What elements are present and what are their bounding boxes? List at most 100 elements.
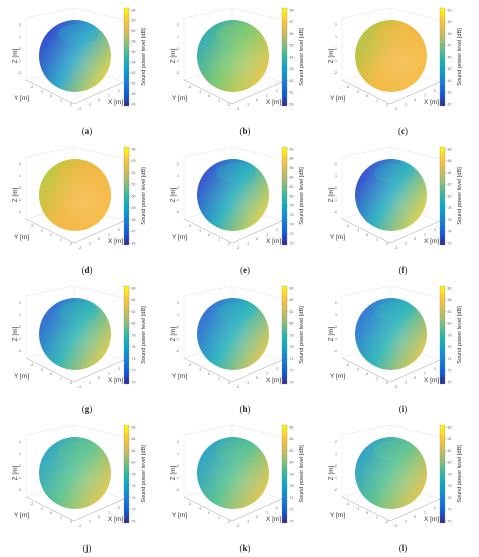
colorbar-tick-label: 46 xyxy=(448,55,452,59)
x-tick-label: -2 xyxy=(78,385,81,389)
x-tick-label: 1 xyxy=(266,94,268,98)
panel-0: 2 1 0 -1 -2 -2 -1 0 1 2 -2 -1 0 1 2 Z [m] Y [m] X [m] 64 62… xyxy=(12,4,162,140)
colorbar-tick-label: 70 xyxy=(132,380,136,384)
colorbar-tick-label: 54 xyxy=(290,55,294,59)
colorbar-tick-label: 52 xyxy=(290,79,294,83)
y-tick-label: -1 xyxy=(40,368,43,372)
z-tick-label: 1 xyxy=(177,174,179,178)
z-tick-label: 1 xyxy=(19,35,21,39)
panel-5: 2 1 0 -1 -2 -2 -1 0 1 2 -2 -1 0 1 2 Z [m] Y [m] X [m] 88 86… xyxy=(328,143,478,279)
colorbar-tick-label: 82 xyxy=(448,449,452,453)
colorbar-tick-label: 45 xyxy=(448,67,452,71)
z-tick-label: -1 xyxy=(334,59,337,63)
x-tick-label: 0 xyxy=(98,376,100,380)
y-tick-label: 0 xyxy=(208,233,210,237)
y-axis-label: Y [m] xyxy=(172,512,187,519)
x-tick-label: 2 xyxy=(276,89,278,93)
y-axis-label: Y [m] xyxy=(330,373,345,380)
colorbar-tick-label: 86 xyxy=(290,166,294,170)
x-tick-label: 2 xyxy=(276,228,278,232)
colorbar-label: Sound power level [dB] xyxy=(299,445,305,503)
z-tick-label: 1 xyxy=(177,313,179,317)
colorbar-tick-label: 78 xyxy=(448,206,452,210)
colorbar-tick-label: 84 xyxy=(290,176,294,180)
y-tick-label: 1 xyxy=(376,99,378,103)
z-tick-label: -2 xyxy=(176,488,179,492)
y-tick-label: 2 xyxy=(70,381,72,385)
colorbar-tick-label: 82 xyxy=(290,449,294,453)
z-tick-label: 2 xyxy=(177,23,179,27)
colorbar-tick-label: 46 xyxy=(132,241,136,245)
colorbar-tick-label: 56 xyxy=(132,50,136,54)
colorbar-tick-label: 58 xyxy=(290,8,294,12)
y-tick-label: 0 xyxy=(366,372,368,376)
panel-6: 2 1 0 -1 -2 -2 -1 0 1 2 -2 -1 0 1 2 Z [m] Y [m] X [m] 86 84… xyxy=(12,282,162,418)
y-tick-label: 0 xyxy=(208,94,210,98)
z-tick-label: 2 xyxy=(335,301,337,305)
colorbar-tick-label: 80 xyxy=(290,194,294,198)
x-tick-label: 2 xyxy=(276,367,278,371)
panel-caption: (i) xyxy=(398,404,408,414)
sphere-plot: 2 1 0 -1 -2 -2 -1 0 1 2 -2 -1 0 1 2 Z [m] Y [m] X [m] 86 84… xyxy=(328,424,463,528)
y-tick-label: -2 xyxy=(188,85,191,89)
z-tick-label: -1 xyxy=(176,59,179,63)
panel-caption: (b) xyxy=(239,126,251,136)
y-tick-label: 1 xyxy=(376,377,378,381)
colorbar-tick-label: 76 xyxy=(290,345,294,349)
colorbar-tick-label: 86 xyxy=(448,286,452,290)
x-tick-label: 1 xyxy=(108,94,110,98)
colorbar-tick-label: 50 xyxy=(132,194,136,198)
colorbar-tick-label: 72 xyxy=(448,369,452,373)
z-tick-label: -2 xyxy=(18,349,21,353)
colorbar xyxy=(123,285,130,385)
y-tick-label: 2 xyxy=(228,103,230,107)
colorbar-tick-label: 48 xyxy=(132,92,136,96)
panel-3: 2 1 0 -1 -2 -2 -1 0 1 2 -2 -1 0 1 2 Z [m] Y [m] X [m] 54 53… xyxy=(12,143,162,279)
x-axis-label: X [m] xyxy=(108,238,123,245)
z-tick-label: 0 xyxy=(177,464,179,468)
x-tick-label: -2 xyxy=(394,385,397,389)
y-tick-label: 2 xyxy=(228,242,230,246)
colorbar-tick-label: 76 xyxy=(448,218,452,222)
colorbar-tick-label: 72 xyxy=(448,241,452,245)
x-axis-label: X [m] xyxy=(266,377,281,384)
z-tick-label: 0 xyxy=(177,47,179,51)
colorbar-tick-label: 52 xyxy=(132,71,136,75)
y-tick-label: -2 xyxy=(188,363,191,367)
z-tick-label: 0 xyxy=(19,47,21,51)
y-axis-label: Y [m] xyxy=(172,95,187,102)
y-tick-label: 1 xyxy=(218,238,220,242)
y-axis-label: Y [m] xyxy=(14,373,29,380)
y-tick-label: -1 xyxy=(198,229,201,233)
z-tick-label: -1 xyxy=(176,476,179,480)
x-tick-label: 2 xyxy=(434,228,436,232)
colorbar-tick-label: 84 xyxy=(448,437,452,441)
y-tick-label: -2 xyxy=(30,363,33,367)
x-tick-label: -2 xyxy=(394,524,397,528)
x-axis-label: X [m] xyxy=(424,99,439,106)
z-tick-label: 2 xyxy=(19,440,21,444)
y-tick-label: -1 xyxy=(198,507,201,511)
colorbar-tick-label: 74 xyxy=(448,230,452,234)
colorbar-tick-label: 86 xyxy=(132,286,136,290)
y-tick-label: 2 xyxy=(228,381,230,385)
y-tick-label: 2 xyxy=(386,103,388,107)
y-tick-label: 0 xyxy=(50,233,52,237)
x-tick-label: -2 xyxy=(236,385,239,389)
y-tick-label: 1 xyxy=(60,516,62,520)
colorbar-tick-label: 84 xyxy=(290,298,294,302)
x-tick-label: 1 xyxy=(266,233,268,237)
colorbar-tick-label: 49 xyxy=(132,206,136,210)
z-axis-label: Z [m] xyxy=(328,465,335,480)
z-tick-label: 2 xyxy=(335,23,337,27)
y-tick-label: 0 xyxy=(50,94,52,98)
colorbar-tick-label: 70 xyxy=(290,241,294,245)
colorbar-tick-label: 51 xyxy=(290,91,294,95)
z-tick-label: 0 xyxy=(335,325,337,329)
z-tick-label: 2 xyxy=(177,440,179,444)
y-tick-label: -2 xyxy=(346,363,349,367)
colorbar-tick-label: 51 xyxy=(132,183,136,187)
z-tick-label: 1 xyxy=(177,452,179,456)
panel-caption: (d) xyxy=(81,265,93,275)
